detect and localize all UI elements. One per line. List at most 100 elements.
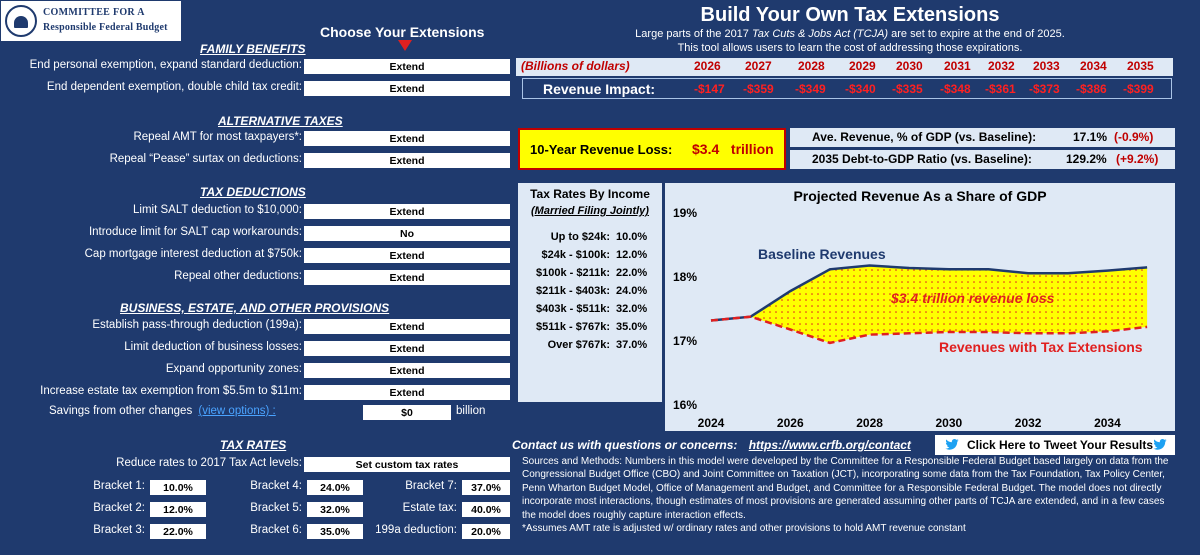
revenue-value: -$349 [795,82,826,96]
ten-year-loss-value: $3.4 trillion [692,141,774,157]
bracket-label: Bracket 6: [250,524,302,536]
tax-rates-by-income: Tax Rates By Income (Married Filing Join… [518,183,662,402]
alt-row-select[interactable]: Extend [303,130,511,147]
ave-revenue-value: 17.1% [1073,130,1108,144]
199a-deduction-label: 199a deduction: [375,524,457,536]
income-rate: 35.0% [616,321,648,333]
deduction-row-label: Repeal other deductions: [174,270,302,282]
debt-gdp-value: 129.2% [1066,152,1107,166]
bracket-2-field[interactable]: 12.0% [149,501,207,518]
family-row-label: End dependent exemption, double child ta… [46,81,302,93]
revenue-value: -$386 [1076,82,1107,96]
contact-label: Contact us with questions or concerns: [512,438,738,452]
view-options-link[interactable]: (view options) : [198,405,276,417]
chart-fill-area [711,265,1148,343]
alt-row-label: Repeal AMT for most taxpayers*: [133,131,302,143]
199a-deduction-field[interactable]: 20.0% [461,523,511,540]
deduction-row-select[interactable]: Extend [303,269,511,286]
family-row-select[interactable]: Extend [303,80,511,97]
bracket-1-field[interactable]: 10.0% [149,479,207,496]
x-tick-label: 2030 [936,416,963,430]
business-row-select[interactable]: Extend [303,340,511,357]
x-tick-label: 2028 [856,416,883,430]
ten-year-loss-label: 10-Year Revenue Loss: [530,142,673,157]
deduction-row-select[interactable]: No [303,225,511,242]
subtitle-pre: Large parts of the 2017 [635,28,752,40]
business-row-label: Establish pass-through deduction (199a): [92,319,302,331]
chart-x-ticks: 2024 2026 2028 2030 2032 2034 [698,416,1121,430]
subtitle-italic: Tax Cuts & Jobs Act (TCJA) [751,28,889,40]
tweet-button[interactable]: Click Here to Tweet Your Results [935,435,1175,455]
savings-unit: billion [456,405,486,417]
y-tick-label: 16% [673,398,697,412]
tax-deductions-heading: TAX DEDUCTIONS [200,185,306,199]
red-down-arrow-icon [398,40,412,51]
income-range: $403k - $511k: [535,303,610,315]
income-rate: 22.0% [616,267,648,279]
debt-gdp-change: (+9.2%) [1116,152,1159,166]
business-heading: BUSINESS, ESTATE, AND OTHER PROVISIONS [120,301,390,315]
twitter-bird-icon [1153,439,1167,450]
deduction-row-select[interactable]: Extend [303,203,511,220]
business-row-select[interactable]: Extend [303,318,511,335]
reduce-rates-select[interactable]: Set custom tax rates [303,456,511,473]
bracket-label: Bracket 2: [93,502,145,514]
logo-line1: Committee for a [43,7,145,18]
deduction-row-select[interactable]: Extend [303,247,511,264]
estate-tax-field[interactable]: 40.0% [461,501,511,518]
savings-row: Savings from other changes (view options… [49,405,276,417]
ave-revenue-label: Ave. Revenue, % of GDP (vs. Baseline): [812,130,1037,144]
logo-line2: Responsible Federal Budget [43,22,168,33]
income-rate: 10.0% [616,231,648,243]
income-range: Up to $24k: [550,231,610,243]
family-row-select[interactable]: Extend [303,58,511,75]
x-tick-label: 2024 [698,416,725,430]
savings-label: Savings from other changes [49,405,193,417]
year-cell: 2027 [745,59,772,73]
tweet-label: Click Here to Tweet Your Results [967,438,1154,452]
business-row-label: Limit deduction of business losses: [124,341,302,353]
bracket-3-field[interactable]: 22.0% [149,523,207,540]
revenue-loss-fill [711,265,1148,343]
bracket-6-field[interactable]: 35.0% [306,523,364,540]
family-row-label: End personal exemption, expand standard … [29,59,302,71]
x-tick-label: 2034 [1094,416,1121,430]
extensions-series-label: Revenues with Tax Extensions [939,339,1143,355]
income-range: Over $767k: [547,339,610,351]
subtitle-line2: This tool allows users to learn the cost… [677,42,1023,54]
income-range: $24k - $100k: [541,249,611,261]
extensions-series-line [710,315,1148,345]
income-range: $511k - $767k: [535,321,610,333]
revenue-value: -$340 [845,82,876,96]
tax-table-title: Tax Rates By Income [530,187,650,201]
sources-text: Sources and Methods: Numbers in this mod… [522,456,1169,521]
bracket-label: Bracket 1: [93,480,145,492]
year-cell: 2034 [1080,59,1107,73]
revenue-value: -$361 [985,82,1016,96]
deduction-row-label: Cap mortgage interest deduction at $750k… [84,248,302,260]
revenue-value: -$359 [743,82,774,96]
business-row-select[interactable]: Extend [303,384,511,401]
deduction-row-label: Limit SALT deduction to $10,000: [133,204,302,216]
savings-value-field[interactable]: $0 [362,404,452,421]
business-row-select[interactable]: Extend [303,362,511,379]
chart-title: Projected Revenue As a Share of GDP [793,188,1046,204]
bracket-4-field[interactable]: 24.0% [306,479,364,496]
crfb-logo: Committee for a Responsible Federal Budg… [0,0,182,42]
alt-row-select[interactable]: Extend [303,152,511,169]
year-cell: 2028 [798,59,825,73]
bracket-5-field[interactable]: 32.0% [306,501,364,518]
revenue-gdp-chart: Projected Revenue As a Share of GDP 16% 1… [665,183,1175,431]
contact-link[interactable]: https://www.crfb.org/contact [748,438,911,452]
x-tick-label: 2032 [1015,416,1042,430]
revenue-year-header: (Billions of dollars) 2026 2027 2028 202… [516,58,1173,76]
alt-row-label: Repeal “Pease” surtax on deductions: [109,153,302,165]
sources-note: *Assumes AMT rate is adjusted w/ ordinar… [522,523,966,535]
bracket-label: Bracket 7: [405,480,457,492]
year-cell: 2035 [1127,59,1154,73]
revenue-impact-row: Revenue Impact: -$147 -$359 -$349 -$340 … [522,78,1172,99]
deduction-row-label: Introduce limit for SALT cap workarounds… [88,226,302,238]
income-rate: 32.0% [616,303,648,315]
year-cell: 2026 [694,59,721,73]
bracket-7-field[interactable]: 37.0% [461,479,511,496]
